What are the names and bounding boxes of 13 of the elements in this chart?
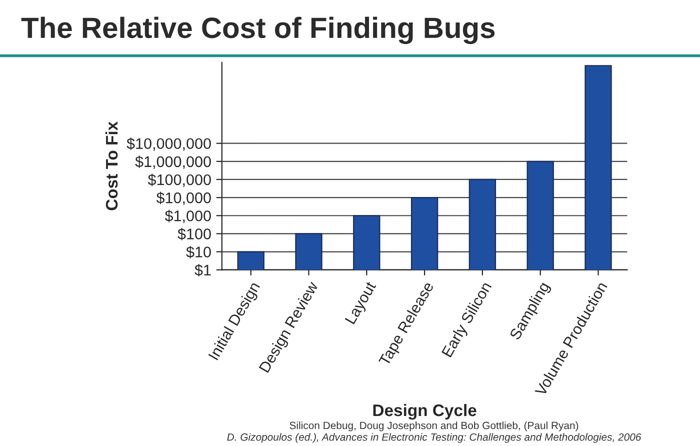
y-tick-label: $10: [186, 246, 211, 258]
y-tick-label: $1,000,000: [135, 156, 211, 169]
x-axis-title: Design Cycle: [373, 404, 476, 420]
y-tick-label: $10,000,000: [126, 138, 211, 151]
y-tick-label: $10,000: [156, 192, 211, 206]
y-axis-title: Cost To Fix: [105, 121, 118, 210]
chart-title: The Relative Cost of Finding Bugs: [21, 16, 495, 44]
y-tick-label: $1,000: [164, 210, 211, 224]
y-tick-label: $1: [194, 264, 211, 276]
y-tick-label: $100: [178, 228, 211, 240]
y-tick-label: $100,000: [148, 174, 211, 187]
text: Silicon Debug, Doug Josephson and Bob Gottlieb, (Paul Ryan): [290, 422, 578, 432]
text: D. Gizopoulos (ed.), Advances in Electronic Testing: Challenges and Methodologies, 2006: [227, 433, 642, 443]
